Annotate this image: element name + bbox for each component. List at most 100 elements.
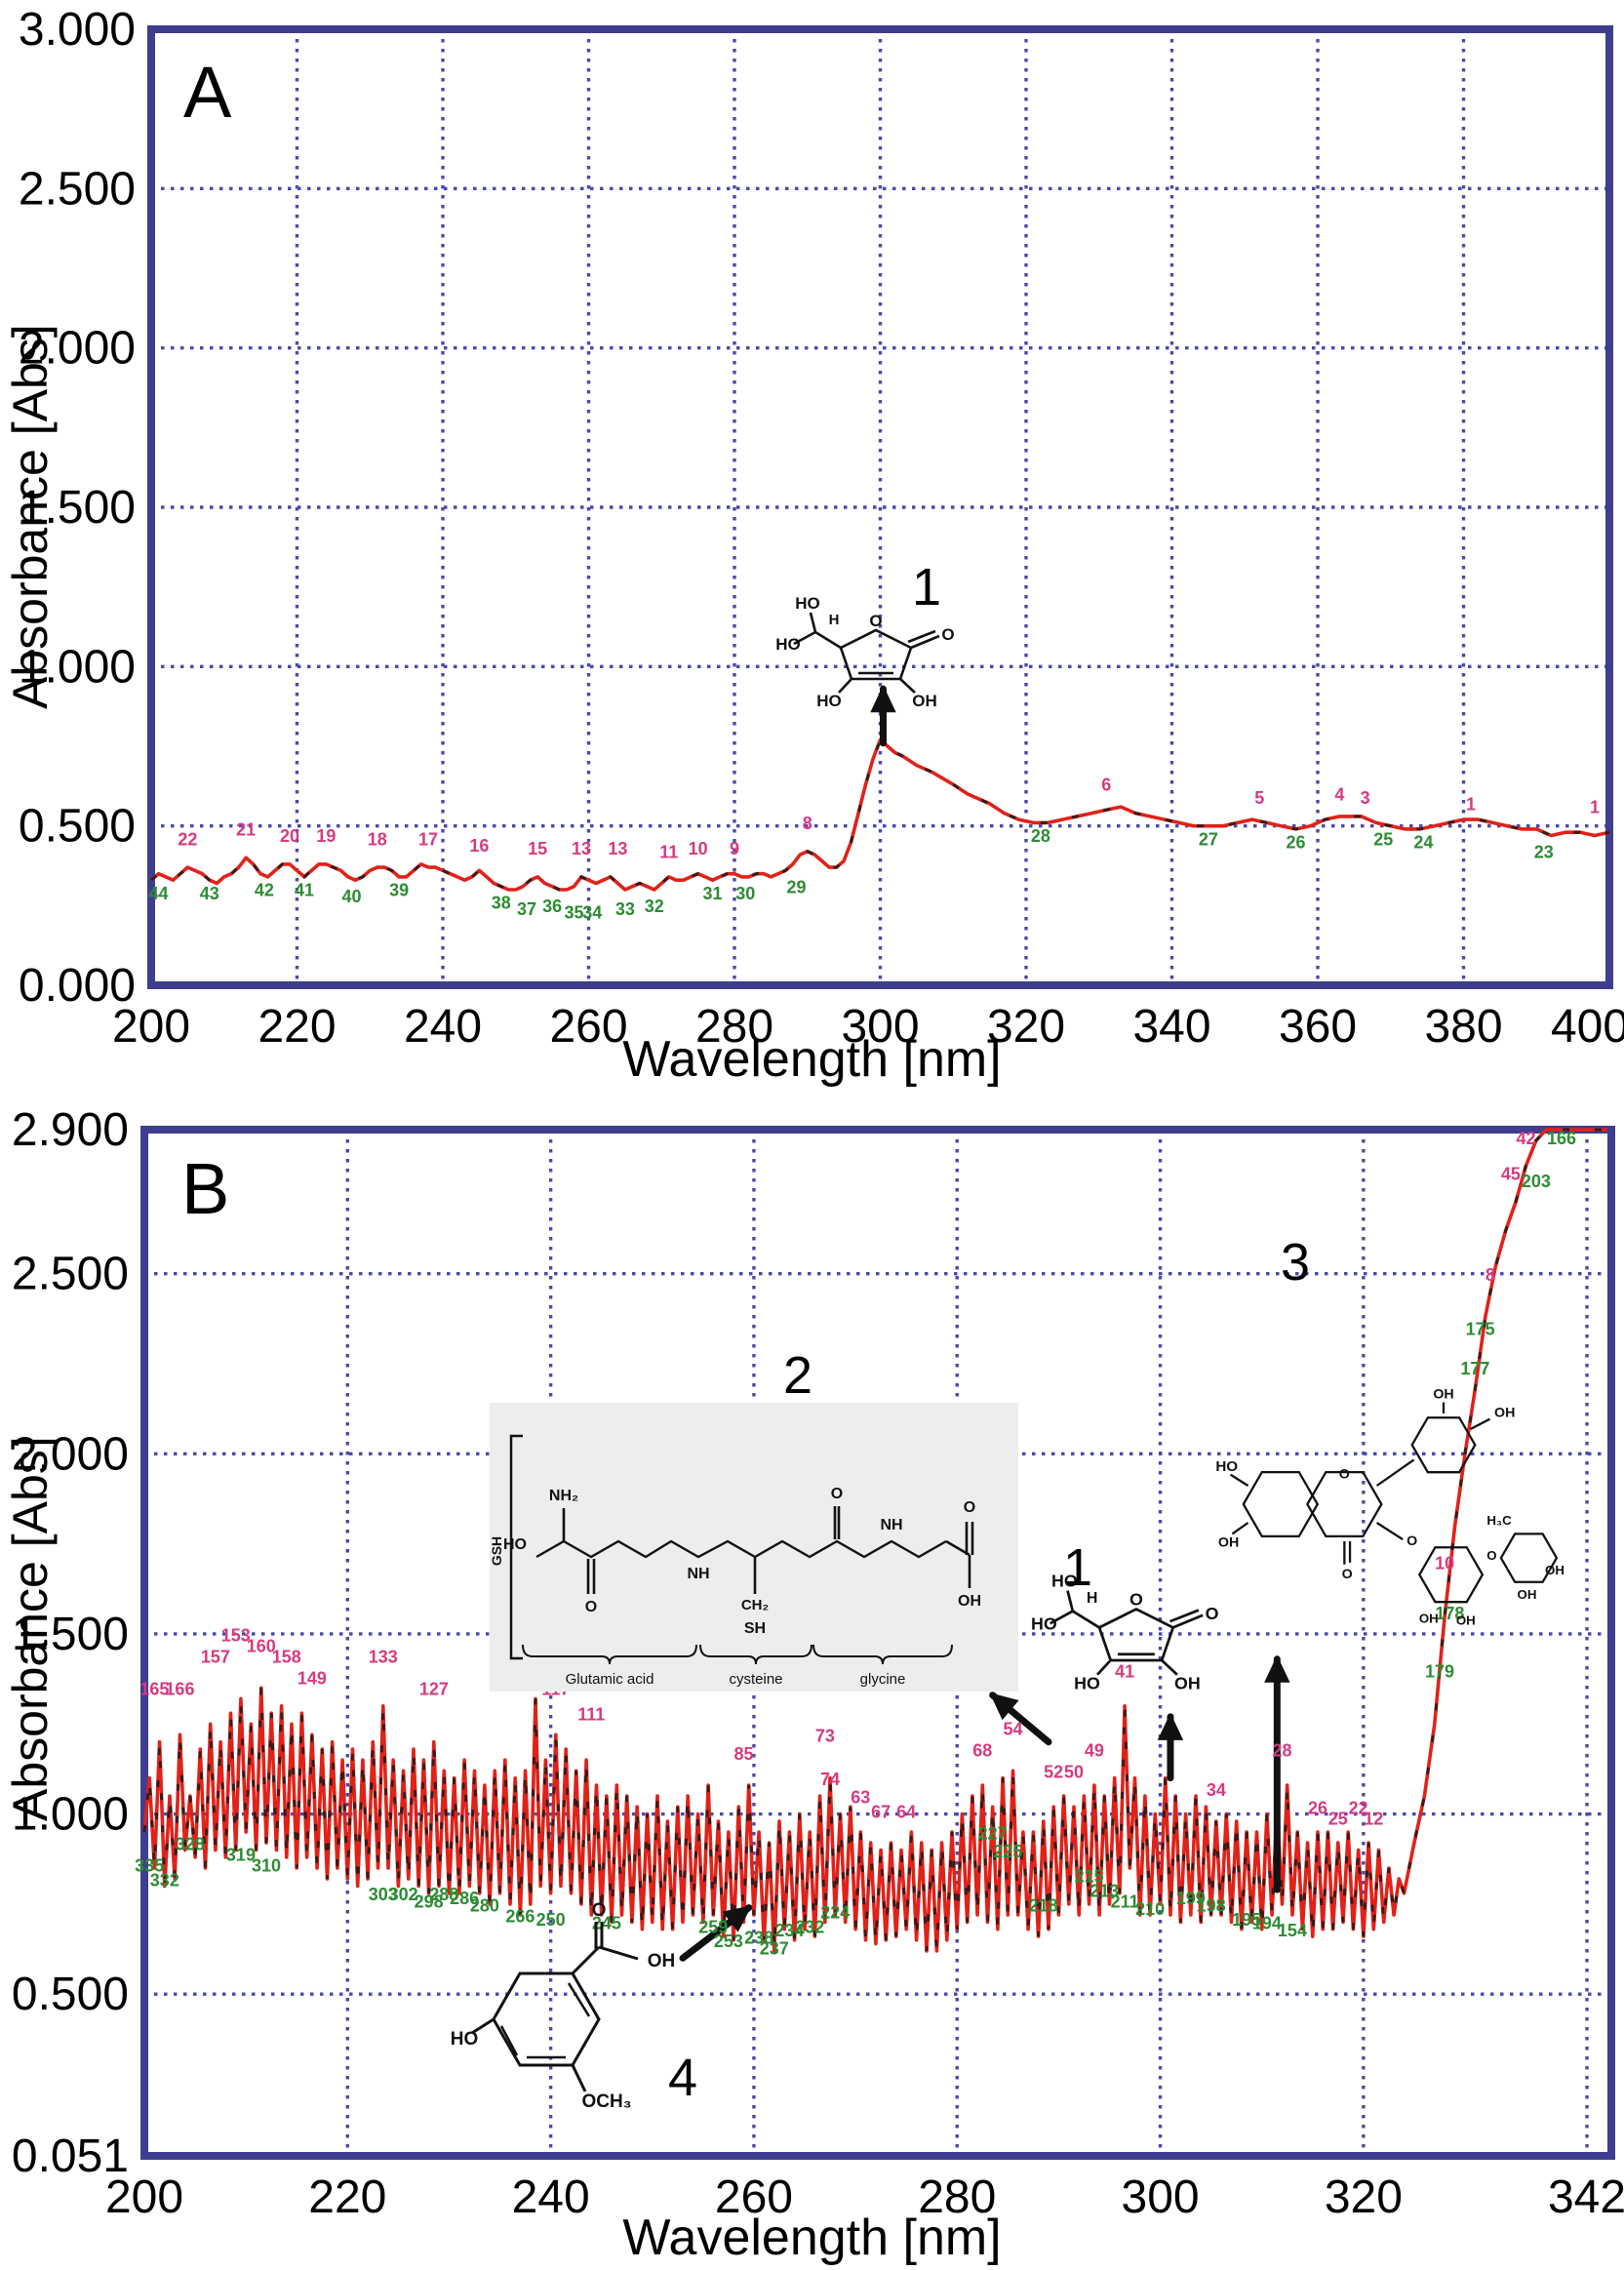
svg-text:158: 158 xyxy=(272,1647,301,1666)
panel-a-letter: A xyxy=(183,52,233,133)
x-axis-title-b: Wavelength [nm] xyxy=(622,2210,1002,2266)
svg-text:CH₂: CH₂ xyxy=(741,1597,769,1613)
svg-text:1.500: 1.500 xyxy=(19,482,136,534)
svg-text:360: 360 xyxy=(1279,1001,1357,1053)
svg-text:33: 33 xyxy=(615,899,635,919)
svg-text:64: 64 xyxy=(896,1802,916,1821)
svg-text:HO: HO xyxy=(451,2029,479,2050)
svg-text:O: O xyxy=(592,1900,607,1921)
svg-text:SH: SH xyxy=(744,1620,766,1637)
annotation-arrows xyxy=(679,1654,1290,1962)
svg-text:6: 6 xyxy=(1101,776,1111,795)
svg-text:332: 332 xyxy=(150,1870,179,1890)
spectrum-curve xyxy=(142,1128,1607,1953)
svg-text:133: 133 xyxy=(369,1647,398,1666)
svg-text:234: 234 xyxy=(774,1921,804,1940)
svg-text:38: 38 xyxy=(492,894,511,913)
peak-number-labels: 1651661571531601581491331271191171118573… xyxy=(139,1129,1535,1829)
svg-text:218: 218 xyxy=(1029,1895,1058,1915)
svg-text:380: 380 xyxy=(1424,1001,1502,1053)
svg-text:178: 178 xyxy=(1435,1604,1464,1623)
y-axis-title-a: Absorbance [Abs] xyxy=(3,324,58,710)
svg-text:10: 10 xyxy=(1435,1553,1454,1573)
svg-text:2.500: 2.500 xyxy=(12,1249,129,1300)
svg-text:211: 211 xyxy=(1111,1892,1139,1912)
svg-text:335: 335 xyxy=(135,1856,164,1876)
svg-text:177: 177 xyxy=(1460,1359,1489,1378)
svg-text:OH: OH xyxy=(1545,1563,1565,1577)
svg-text:O: O xyxy=(1206,1604,1219,1623)
arrow-to-rutin xyxy=(1264,1654,1290,1893)
x-axis-title-a: Wavelength [nm] xyxy=(622,1031,1002,1088)
svg-text:26: 26 xyxy=(1287,833,1306,853)
svg-text:22: 22 xyxy=(1349,1799,1368,1818)
svg-text:OH: OH xyxy=(1433,1387,1453,1403)
svg-text:25: 25 xyxy=(1373,829,1393,849)
svg-text:340: 340 xyxy=(1132,1001,1210,1053)
svg-text:O: O xyxy=(964,1499,975,1516)
svg-text:227: 227 xyxy=(978,1823,1008,1843)
svg-text:H: H xyxy=(829,612,840,628)
svg-text:3.000: 3.000 xyxy=(19,4,136,56)
svg-text:194: 194 xyxy=(1252,1914,1282,1933)
svg-text:HO: HO xyxy=(1074,1673,1100,1693)
svg-text:52: 52 xyxy=(1044,1763,1063,1782)
svg-text:215: 215 xyxy=(1075,1867,1104,1887)
svg-text:NH: NH xyxy=(880,1517,902,1533)
svg-text:259: 259 xyxy=(698,1917,728,1936)
x-tick-labels: 200 220 240 260 280 300 320 342 xyxy=(105,2171,1624,2223)
plot-border xyxy=(140,1126,1615,2160)
svg-text:260: 260 xyxy=(715,2171,793,2223)
svg-text:260: 260 xyxy=(549,1001,627,1053)
svg-text:4: 4 xyxy=(668,2049,697,2107)
svg-text:HO: HO xyxy=(775,635,801,654)
svg-text:286: 286 xyxy=(450,1889,479,1908)
annotation-arrows xyxy=(870,685,896,747)
svg-text:73: 73 xyxy=(815,1727,835,1746)
svg-text:2: 2 xyxy=(783,1346,812,1405)
svg-text:175: 175 xyxy=(1466,1319,1495,1338)
svg-text:HO: HO xyxy=(795,594,820,613)
svg-text:220: 220 xyxy=(308,2171,386,2223)
svg-text:225: 225 xyxy=(993,1842,1022,1861)
arrow-to-glutathione xyxy=(989,1692,1052,1746)
svg-text:10: 10 xyxy=(689,839,708,858)
svg-text:50: 50 xyxy=(1064,1763,1084,1782)
svg-text:238: 238 xyxy=(744,1929,773,1948)
svg-text:18: 18 xyxy=(368,829,387,849)
svg-text:232: 232 xyxy=(795,1917,824,1936)
svg-text:OH: OH xyxy=(648,1951,676,1971)
svg-text:H: H xyxy=(1087,1590,1097,1607)
svg-text:1.000: 1.000 xyxy=(12,1789,129,1841)
svg-text:29: 29 xyxy=(787,877,807,896)
svg-text:2.500: 2.500 xyxy=(19,163,136,215)
svg-text:160: 160 xyxy=(247,1636,276,1655)
svg-text:13: 13 xyxy=(608,839,627,858)
y-tick-labels: 2.900 2.500 2.000 1.500 1.000 0.500 0.051 xyxy=(12,1104,129,2182)
svg-text:3: 3 xyxy=(1281,1233,1310,1292)
svg-text:22: 22 xyxy=(178,829,197,849)
svg-text:54: 54 xyxy=(1004,1719,1023,1738)
svg-text:8: 8 xyxy=(803,814,812,833)
svg-text:328: 328 xyxy=(176,1835,205,1854)
svg-text:1: 1 xyxy=(1063,1538,1092,1597)
svg-text:320: 320 xyxy=(1325,2171,1403,2223)
svg-text:127: 127 xyxy=(419,1680,449,1699)
svg-text:OH: OH xyxy=(1218,1535,1239,1551)
svg-text:203: 203 xyxy=(1522,1172,1551,1191)
svg-text:400: 400 xyxy=(1551,1001,1624,1053)
svg-text:8: 8 xyxy=(1485,1265,1495,1285)
svg-text:288: 288 xyxy=(429,1885,458,1904)
svg-text:19: 19 xyxy=(316,826,336,846)
svg-text:179: 179 xyxy=(1425,1661,1454,1681)
svg-text:319: 319 xyxy=(226,1846,256,1865)
y-tick-labels: 3.000 2.500 2.000 1.500 1.000 0.500 0.000 xyxy=(19,4,136,1012)
structure-glutathione: GSH HO NH₂ O NH CH₂ SH O NH O OH Glutamic acid cyste… xyxy=(489,1403,1018,1692)
svg-text:39: 39 xyxy=(389,881,409,900)
svg-text:320: 320 xyxy=(987,1001,1065,1053)
svg-text:154: 154 xyxy=(1278,1921,1307,1940)
svg-text:13: 13 xyxy=(572,839,591,858)
